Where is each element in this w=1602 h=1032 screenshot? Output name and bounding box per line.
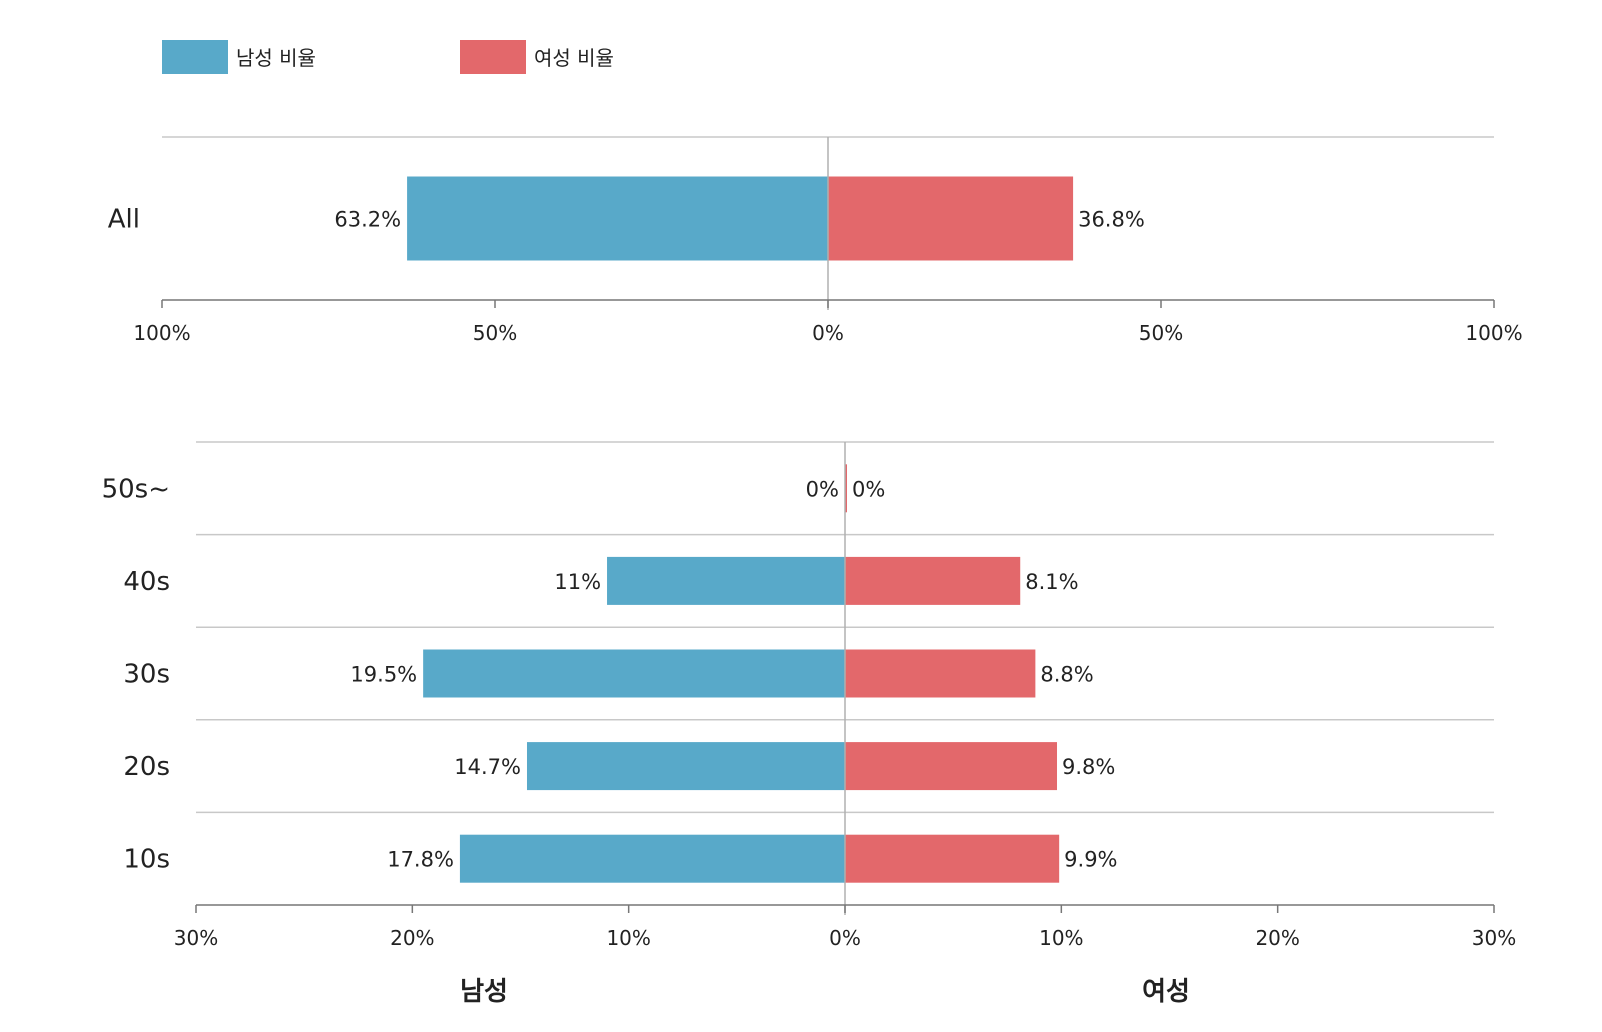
category-label: 10s: [123, 845, 170, 875]
data-label-male: 11%: [554, 570, 601, 594]
x-tick-label: 20%: [390, 926, 434, 950]
x-tick-label: 0%: [829, 926, 861, 950]
x-tick-label: 10%: [606, 926, 650, 950]
bar-male: [407, 176, 828, 261]
bar-male: [423, 649, 845, 698]
x-tick-label: 0%: [812, 321, 844, 345]
x-tick-label: 30%: [1472, 926, 1516, 950]
bar-male: [459, 834, 845, 883]
category-label: 40s: [123, 567, 170, 597]
data-label-male: 0%: [806, 477, 839, 501]
data-label-female: 8.8%: [1040, 663, 1093, 687]
x-tick-label: 100%: [133, 321, 190, 345]
bar-female: [845, 464, 847, 513]
bar-female: [828, 176, 1074, 261]
bar-female: [845, 834, 1060, 883]
bar-female: [845, 742, 1058, 791]
data-label-female: 9.8%: [1062, 755, 1115, 779]
x-tick-label: 10%: [1039, 926, 1083, 950]
x-tick-label: 30%: [174, 926, 218, 950]
category-label: 30s: [123, 660, 170, 690]
data-label-male: 17.8%: [387, 848, 454, 872]
x-axis-label-female: 여성: [1142, 977, 1190, 1007]
x-tick-label: 20%: [1255, 926, 1299, 950]
category-label: 20s: [123, 752, 170, 782]
data-label-female: 0%: [852, 477, 885, 501]
legend: 남성 비율 여성 비율: [162, 40, 614, 74]
legend-label-male: 남성 비율: [236, 46, 316, 70]
data-label-female: 36.8%: [1078, 208, 1145, 232]
bar-female: [845, 556, 1021, 605]
bar-male: [607, 556, 845, 605]
x-tick-label: 50%: [473, 321, 517, 345]
data-label-male: 19.5%: [350, 663, 417, 687]
data-label-female: 9.9%: [1064, 848, 1117, 872]
bar-female: [845, 649, 1036, 698]
data-label-male: 63.2%: [334, 208, 401, 232]
bar-male: [526, 742, 845, 791]
data-label-male: 14.7%: [454, 755, 521, 779]
x-tick-label: 50%: [1139, 321, 1183, 345]
x-axis-label-male: 남성: [460, 977, 508, 1007]
category-label: All: [108, 205, 140, 235]
category-label: 50s~: [102, 474, 170, 504]
data-label-female: 8.1%: [1025, 570, 1078, 594]
legend-label-female: 여성 비율: [534, 46, 614, 70]
chart-panel-all: All 63.2% 36.8% 100% 50% 0% 50% 100%: [108, 136, 1523, 345]
x-tick-label: 100%: [1465, 321, 1522, 345]
chart-panel-age-groups: 50s~ 0% 0% 40s 11% 8.1% 30s 19.5% 8.8% 20s 14.7% 9.…: [102, 441, 1516, 950]
legend-swatch-male: [162, 40, 228, 74]
legend-swatch-female: [460, 40, 526, 74]
